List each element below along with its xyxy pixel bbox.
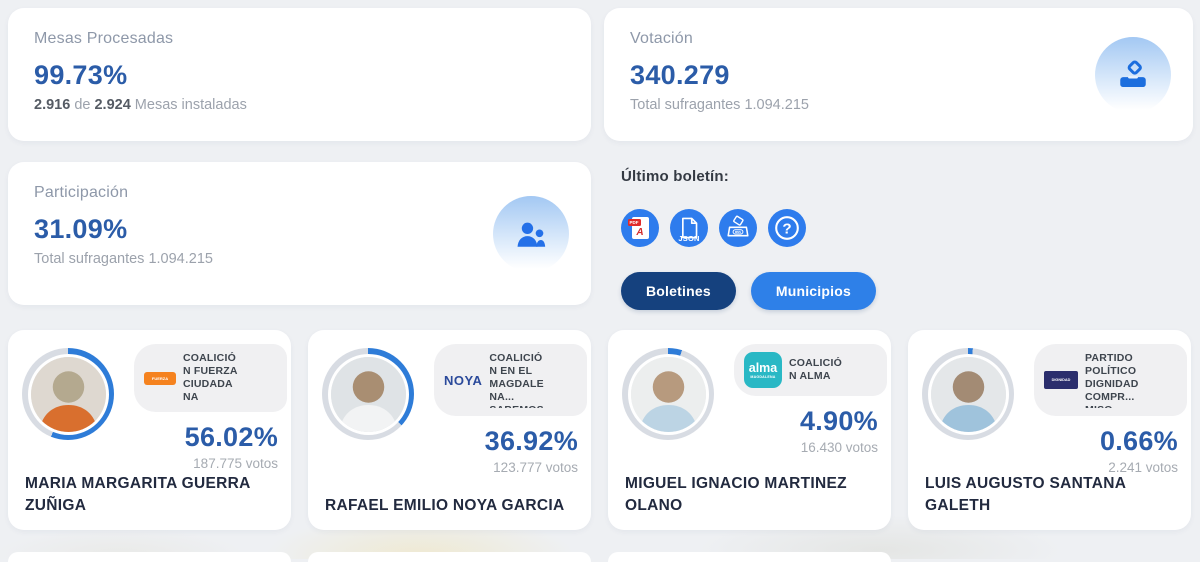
next-row-card-top	[308, 552, 591, 562]
candidate-name: MIGUEL IGNACIO MARTINEZ OLANO	[625, 475, 847, 514]
party-logo-alma: alma MAGDALENA	[744, 352, 782, 388]
mesas-percent: 99.73%	[34, 60, 128, 90]
svg-text:?: ?	[782, 221, 791, 238]
next-row-card-top	[8, 552, 291, 562]
mesas-count: 2.916	[34, 97, 71, 113]
party-badge: alma MAGDALENA COALICIÓ N ALMA	[734, 344, 887, 396]
candidate-photo	[30, 356, 106, 432]
party-name: COALICIÓ N FUERZA CIUDADA NA	[183, 352, 238, 403]
candidate-votes: 123.777 votos	[493, 460, 578, 475]
ultimo-boletin-title: Último boletín:	[621, 168, 729, 185]
vote-progress-ring	[922, 348, 1014, 440]
party-logo-fuerza-ciudadana: FUERZA	[144, 371, 176, 385]
candidate-name: MARIA MARGARITA GUERRA ZUÑIGA	[25, 475, 251, 514]
candidate-card-santana-galeth[interactable]: DIGNIDAD PARTIDO POLÍTICO DIGNIDAD COMPR…	[908, 330, 1191, 530]
votacion-subtitle: Total sufragantes 1.094.215	[630, 97, 809, 113]
mesas-detail: 2.916 de 2.924 Mesas instaladas	[34, 97, 247, 113]
candidate-card-martinez-olano[interactable]: alma MAGDALENA COALICIÓ N ALMA 4.90% 16.…	[608, 330, 891, 530]
votacion-title: Votación	[630, 30, 693, 47]
candidate-photo	[630, 356, 706, 432]
candidate-votes: 16.430 votos	[800, 440, 878, 455]
json-download-icon[interactable]: JSON	[670, 209, 708, 247]
participacion-card: Participación 31.09% Total sufragantes 1…	[8, 162, 591, 305]
party-logo-noya: NOYA	[444, 372, 483, 388]
boletin-buttons: Boletines Municipios	[621, 272, 1181, 310]
mesas-total: 2.924	[94, 97, 131, 113]
party-badge: NOYA COALICIÓ N EN EL MAGDALE NA... SABE…	[434, 344, 587, 416]
candidate-card-guerra-zuniga[interactable]: FUERZA COALICIÓ N FUERZA CIUDADA NA 56.0…	[8, 330, 291, 530]
boletin-download-icons: PDF A JSON MMV ?	[621, 209, 1181, 247]
candidate-percent: 56.02%	[184, 422, 278, 452]
participacion-percent: 31.09%	[34, 214, 128, 244]
candidate-photo	[930, 356, 1006, 432]
party-name: COALICIÓ N EN EL MAGDALE NA... SABEMOS	[489, 352, 544, 408]
candidate-votes: 187.775 votos	[193, 456, 278, 471]
candidate-percent: 4.90%	[799, 406, 878, 436]
municipios-button[interactable]: Municipios	[750, 272, 876, 310]
candidate-photo	[330, 356, 406, 432]
pdf-page-glyph: PDF A	[627, 217, 649, 239]
candidate-percent: 36.92%	[484, 426, 578, 456]
vote-progress-ring	[22, 348, 114, 440]
people-icon	[493, 195, 569, 272]
candidate-name: RAFAEL EMILIO NOYA GARCIA	[325, 497, 565, 514]
help-icon[interactable]: ?	[768, 209, 806, 247]
party-name: COALICIÓ N ALMA	[789, 357, 842, 382]
votacion-value: 340.279	[630, 60, 730, 90]
pdf-download-icon[interactable]: PDF A	[621, 209, 659, 247]
party-name: PARTIDO POLÍTICO DIGNIDAD COMPR... MISO	[1085, 352, 1139, 408]
party-badge: DIGNIDAD PARTIDO POLÍTICO DIGNIDAD COMPR…	[1034, 344, 1187, 416]
boletines-button[interactable]: Boletines	[621, 272, 736, 310]
participacion-subtitle: Total sufragantes 1.094.215	[34, 251, 213, 267]
party-badge: FUERZA COALICIÓ N FUERZA CIUDADA NA	[134, 344, 287, 412]
ballot-box-icon	[1095, 36, 1171, 113]
party-logo-dignidad: DIGNIDAD	[1044, 371, 1078, 389]
svg-text:MMV: MMV	[735, 230, 742, 234]
vote-progress-ring	[622, 348, 714, 440]
candidate-votes: 2.241 votos	[1108, 460, 1178, 475]
candidate-card-noya-garcia[interactable]: NOYA COALICIÓ N EN EL MAGDALE NA... SABE…	[308, 330, 591, 530]
next-row-card-top	[608, 552, 891, 562]
mesas-procesadas-card: Mesas Procesadas 99.73% 2.916 de 2.924 M…	[8, 8, 591, 141]
vote-progress-ring	[322, 348, 414, 440]
participacion-title: Participación	[34, 184, 129, 201]
mesas-title: Mesas Procesadas	[34, 30, 174, 47]
mmv-download-icon[interactable]: MMV	[719, 209, 757, 247]
candidate-percent: 0.66%	[1099, 426, 1178, 456]
candidate-name: LUIS AUGUSTO SANTANA GALETH	[925, 475, 1126, 514]
votacion-card: Votación 340.279 Total sufragantes 1.094…	[604, 8, 1193, 141]
ultimo-boletin-section: Último boletín: PDF A JSON MMV	[621, 168, 1181, 310]
